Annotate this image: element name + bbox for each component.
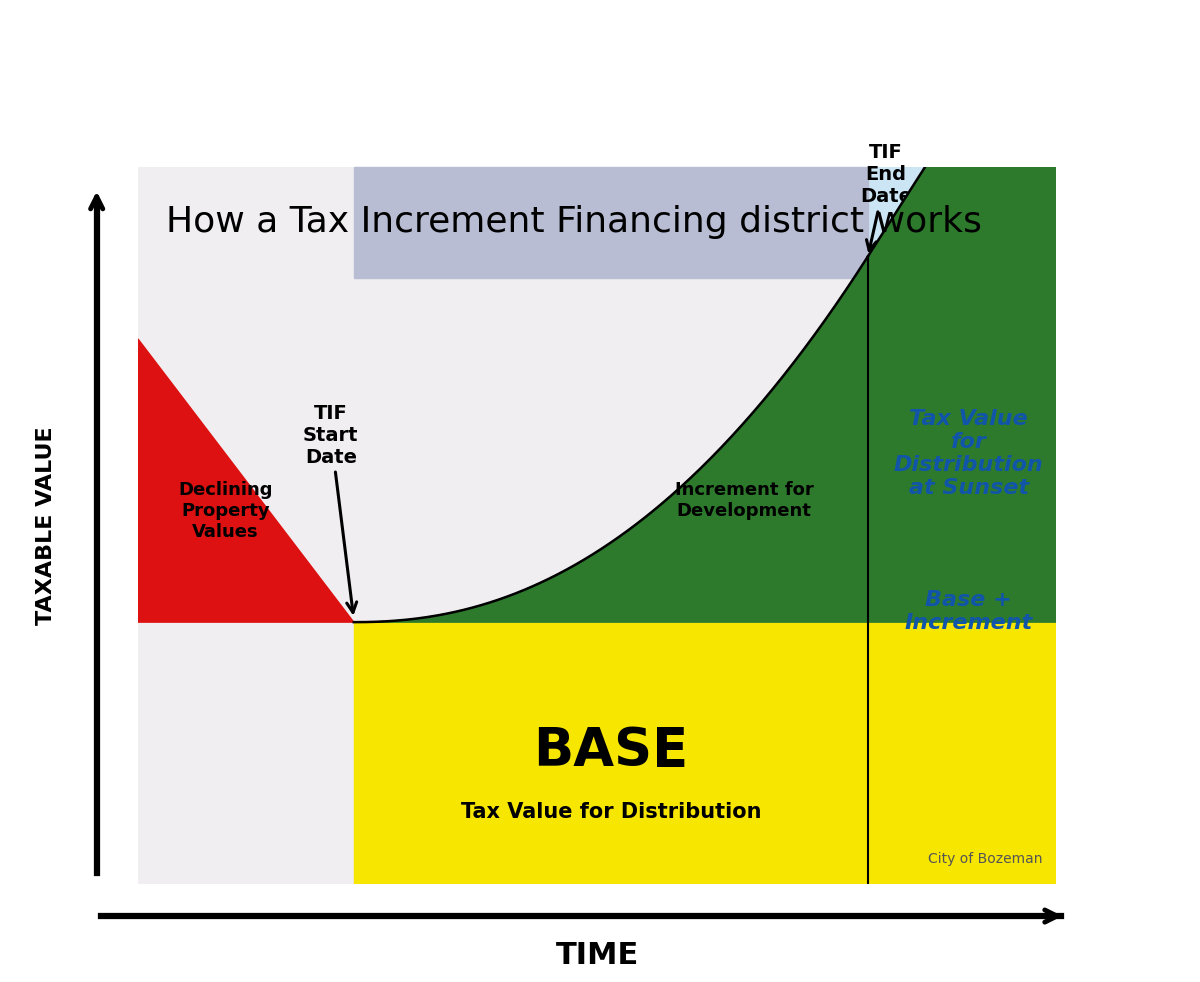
Polygon shape xyxy=(354,256,868,623)
Polygon shape xyxy=(138,339,354,623)
Text: TIME: TIME xyxy=(556,941,638,970)
Text: Declining
Property
Values: Declining Property Values xyxy=(178,481,272,541)
Text: TIF
Start
Date: TIF Start Date xyxy=(304,404,359,613)
Text: Tax Value
for
Distribution
at Sunset: Tax Value for Distribution at Sunset xyxy=(894,409,1044,499)
Bar xyxy=(354,623,1056,884)
Text: City of Bozeman: City of Bozeman xyxy=(928,851,1043,866)
Text: TIF
End
Date: TIF End Date xyxy=(860,143,912,250)
Text: TAXABLE VALUE: TAXABLE VALUE xyxy=(36,426,56,625)
Bar xyxy=(354,167,868,278)
Text: BASE: BASE xyxy=(533,725,689,777)
Text: How a Tax Increment Financing district works: How a Tax Increment Financing district w… xyxy=(166,205,982,240)
Text: Base +
Increment: Base + Increment xyxy=(905,590,1033,633)
Bar xyxy=(868,167,1056,884)
Polygon shape xyxy=(868,0,1056,623)
Text: Tax Value for Distribution: Tax Value for Distribution xyxy=(461,802,761,822)
Text: Increment for
Development: Increment for Development xyxy=(674,481,814,519)
